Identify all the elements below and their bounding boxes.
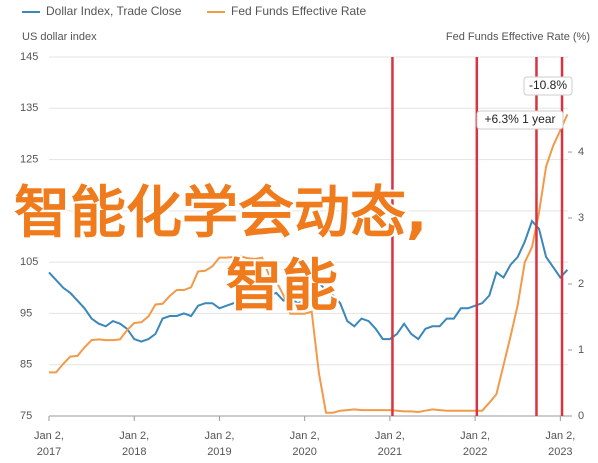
- y2-axis-title: Fed Funds Effective Rate (%): [446, 31, 590, 43]
- x-tick-label: Jan 2, 2019: [204, 430, 234, 458]
- overlay-text: 智能化学会动态,: [14, 181, 427, 246]
- y-axis-title: US dollar index: [22, 31, 97, 43]
- x-tick-label: Jan 2, 2022: [460, 430, 490, 458]
- data-line: [48, 219, 569, 343]
- y-tick-label: 125: [20, 153, 38, 165]
- y2-tick-label: 1: [578, 344, 584, 356]
- y-tick-label: 135: [20, 102, 38, 114]
- x-tick-label: Jan 2, 2020: [290, 430, 320, 458]
- y-tick-label: 95: [20, 307, 32, 319]
- y2-tick-label: 4: [578, 146, 584, 158]
- data-line: [49, 113, 569, 414]
- x-tick-label: Jan 2, 2021: [375, 430, 405, 458]
- y2-tick-label: 2: [578, 278, 584, 290]
- legend-label: Fed Funds Effective Rate: [231, 4, 367, 18]
- x-tick-label: Jan 2, 2017: [34, 430, 64, 458]
- annotation-box: [523, 76, 573, 96]
- annotation-box: [476, 110, 564, 130]
- x-tick-label: Jan 2, 2023: [545, 430, 575, 458]
- annotation: -10.8%: [529, 78, 567, 92]
- y-tick-label: 145: [20, 51, 38, 63]
- legend-label: Dollar Index, Trade Close: [46, 4, 182, 18]
- y-tick-label: 105: [20, 256, 38, 268]
- y-tick-label: 115: [20, 205, 38, 217]
- y2-tick-label: 3: [578, 212, 584, 224]
- y-tick-label: 75: [20, 410, 32, 422]
- annotation: +6.3% 1 year: [484, 112, 555, 126]
- y2-tick-label: 0: [578, 410, 584, 422]
- x-tick-label: Jan 2, 2018: [119, 430, 149, 458]
- y-tick-label: 85: [20, 359, 32, 371]
- overlay-text: 智能: [226, 254, 338, 319]
